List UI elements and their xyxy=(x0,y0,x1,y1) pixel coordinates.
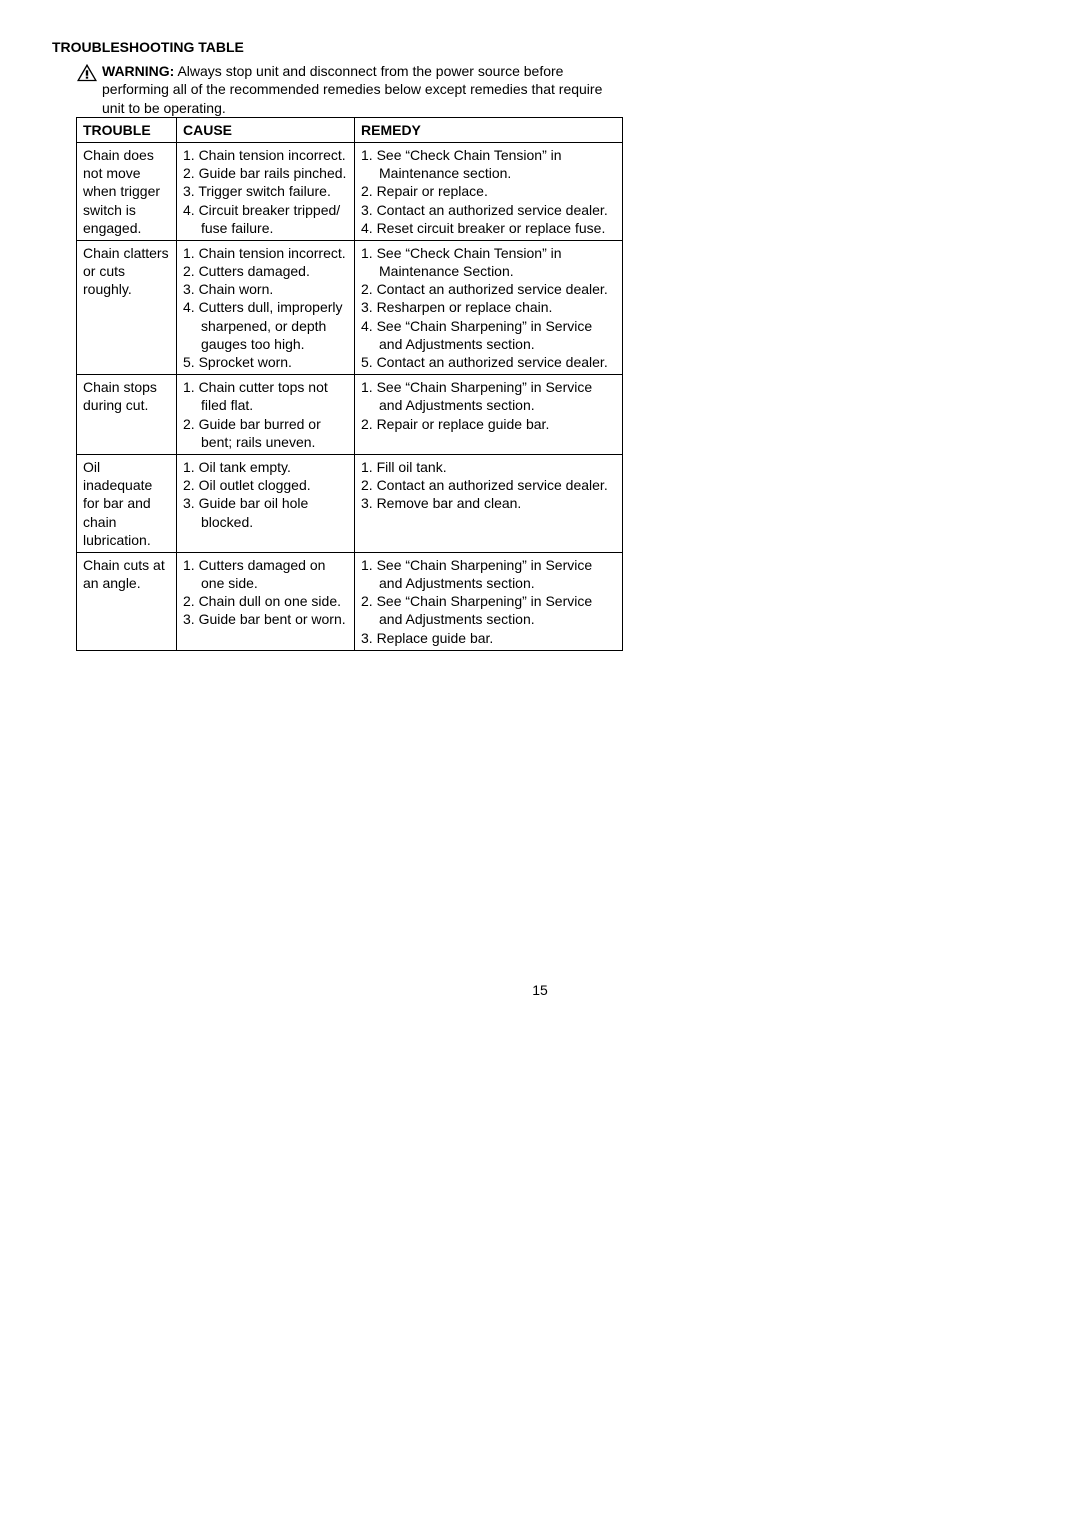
cause-item: 1. Chain tension incorrect. xyxy=(183,146,348,164)
cause-item: 4. Circuit breaker tripped/ fuse failure… xyxy=(183,201,348,237)
cell-remedy: 1. See “Chain Sharpening” in Service and… xyxy=(355,552,623,650)
remedy-item: 3. Contact an authorized service dealer. xyxy=(361,201,616,219)
remedy-item: 1. See “Chain Sharpening” in Service and… xyxy=(361,378,616,414)
remedy-item: 2. Contact an authorized service dealer. xyxy=(361,280,616,298)
cause-item: 2. Chain dull on one side. xyxy=(183,592,348,610)
table-row: Chain clatters or cuts roughly.1. Chain … xyxy=(77,240,623,374)
troubleshooting-table: TROUBLE CAUSE REMEDY Chain does not move… xyxy=(76,117,623,651)
cause-item: 2. Oil outlet clogged. xyxy=(183,476,348,494)
remedy-item: 3. Resharpen or replace chain. xyxy=(361,298,616,316)
cause-item: 1. Oil tank empty. xyxy=(183,458,348,476)
cell-remedy: 1. See “Check Chain Tension” in Maintena… xyxy=(355,240,623,374)
title-heading: TROUBLESHOOTING TABLE xyxy=(52,38,1028,56)
table-body: Chain does not move when trigger switch … xyxy=(77,142,623,650)
cause-item: 1. Chain cutter tops not filed flat. xyxy=(183,378,348,414)
cell-trouble: Chain clatters or cuts roughly. xyxy=(77,240,177,374)
cause-item: 3. Guide bar oil hole blocked. xyxy=(183,494,348,530)
header-remedy: REMEDY xyxy=(355,117,623,142)
cause-item: 1. Chain tension incorrect. xyxy=(183,244,348,262)
cause-item: 2. Guide bar burred or bent; rails uneve… xyxy=(183,415,348,451)
remedy-item: 2. Contact an authorized service dealer. xyxy=(361,476,616,494)
remedy-item: 4. See “Chain Sharpening” in Service and… xyxy=(361,317,616,353)
remedy-item: 2. Repair or replace guide bar. xyxy=(361,415,616,433)
table-row: Chain stops during cut.1. Chain cutter t… xyxy=(77,375,623,455)
cause-item: 3. Chain worn. xyxy=(183,280,348,298)
remedy-item: 2. See “Chain Sharpening” in Service and… xyxy=(361,592,616,628)
cell-trouble: Chain does not move when trigger switch … xyxy=(77,142,177,240)
warning-block: WARNING: Always stop unit and disconnect… xyxy=(52,62,1028,117)
cell-cause: 1. Cutters damaged on one side.2. Chain … xyxy=(177,552,355,650)
header-trouble: TROUBLE xyxy=(77,117,177,142)
cause-item: 2. Guide bar rails pinched. xyxy=(183,164,348,182)
warning-body: Always stop unit and disconnect from the… xyxy=(102,63,602,115)
warning-label: WARNING: xyxy=(102,63,174,79)
cause-item: 2. Cutters damaged. xyxy=(183,262,348,280)
table-row: Oil inadequate for bar and chain lubrica… xyxy=(77,454,623,552)
remedy-item: 1. See “Chain Sharpening” in Service and… xyxy=(361,556,616,592)
cause-item: 3. Guide bar bent or worn. xyxy=(183,610,348,628)
cell-cause: 1. Chain tension incorrect.2. Guide bar … xyxy=(177,142,355,240)
cell-cause: 1. Oil tank empty.2. Oil outlet clogged.… xyxy=(177,454,355,552)
remedy-item: 3. Remove bar and clean. xyxy=(361,494,616,512)
cell-trouble: Oil inadequate for bar and chain lubrica… xyxy=(77,454,177,552)
warning-text-container: WARNING: Always stop unit and disconnect… xyxy=(102,62,622,117)
cell-remedy: 1. Fill oil tank.2. Contact an authorize… xyxy=(355,454,623,552)
cell-remedy: 1. See “Chain Sharpening” in Service and… xyxy=(355,375,623,455)
warning-icon xyxy=(76,63,98,83)
table-row: Chain cuts at an angle.1. Cutters damage… xyxy=(77,552,623,650)
cell-trouble: Chain cuts at an angle. xyxy=(77,552,177,650)
page-number: 15 xyxy=(52,981,1028,999)
cause-item: 4. Cutters dull, improperly sharpened, o… xyxy=(183,298,348,353)
remedy-item: 2. Repair or replace. xyxy=(361,182,616,200)
table-row: Chain does not move when trigger switch … xyxy=(77,142,623,240)
remedy-item: 3. Replace guide bar. xyxy=(361,629,616,647)
cell-cause: 1. Chain tension incorrect.2. Cutters da… xyxy=(177,240,355,374)
table-header-row: TROUBLE CAUSE REMEDY xyxy=(77,117,623,142)
cause-item: 1. Cutters damaged on one side. xyxy=(183,556,348,592)
remedy-item: 1. Fill oil tank. xyxy=(361,458,616,476)
cell-cause: 1. Chain cutter tops not filed flat.2. G… xyxy=(177,375,355,455)
cell-trouble: Chain stops during cut. xyxy=(77,375,177,455)
remedy-item: 1. See “Check Chain Tension” in Maintena… xyxy=(361,244,616,280)
remedy-item: 5. Contact an authorized service dealer. xyxy=(361,353,616,371)
header-cause: CAUSE xyxy=(177,117,355,142)
cause-item: 3. Trigger switch failure. xyxy=(183,182,348,200)
remedy-item: 4. Reset circuit breaker or replace fuse… xyxy=(361,219,616,237)
cause-item: 5. Sprocket worn. xyxy=(183,353,348,371)
remedy-item: 1. See “Check Chain Tension” in Maintena… xyxy=(361,146,616,182)
cell-remedy: 1. See “Check Chain Tension” in Maintena… xyxy=(355,142,623,240)
